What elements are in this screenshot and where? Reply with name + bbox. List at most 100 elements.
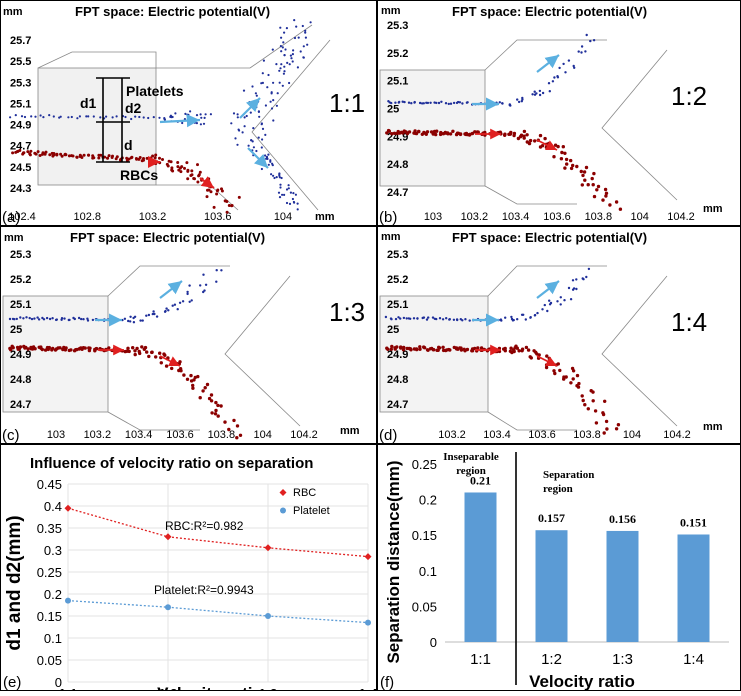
rbc-stream-point [386, 347, 390, 351]
platelet-stream-point [141, 319, 144, 322]
x-tick-label: 103.8 [573, 429, 601, 441]
platelet-stream-point [290, 57, 293, 60]
y-tick-label: 0.45 [37, 477, 62, 492]
platelet-stream-point [559, 303, 562, 306]
platelet-stream-point [407, 101, 411, 104]
platelet-stream-point [152, 310, 155, 313]
y-tick-label: 0.05 [37, 653, 62, 668]
platelet-stream-point [173, 303, 177, 306]
rbc-stream-point [581, 173, 585, 178]
platelet-stream-point [584, 50, 587, 53]
rbc-stream-point [515, 346, 519, 350]
platelet-stream-point [189, 110, 192, 113]
data-point [264, 544, 272, 552]
platelet-stream-point [394, 101, 397, 104]
platelet-stream-point [70, 115, 73, 119]
platelet-stream-point [283, 65, 286, 68]
platelet-stream-point [63, 317, 66, 320]
y-unit-label: mm [381, 231, 401, 243]
x-tick-label: 104.2 [290, 429, 318, 441]
rbc-stream-point [180, 165, 184, 169]
platelet-stream-point [260, 122, 263, 125]
x-unit-label: mm [703, 421, 723, 433]
platelet-stream-point [232, 112, 236, 115]
platelet-stream-point [14, 114, 17, 117]
platelet-stream-point [283, 70, 286, 73]
platelet-stream-point [538, 93, 542, 97]
y-tick-label: 0.2 [419, 493, 437, 508]
rbc-stream-point [142, 158, 145, 162]
platelet-stream-point [445, 317, 448, 320]
platelet-stream-point [511, 319, 515, 322]
legend-marker [279, 489, 287, 496]
data-point [64, 504, 72, 512]
platelet-stream-point [520, 313, 524, 316]
platelet-stream-point [252, 146, 255, 149]
bar-value-label: 0.157 [538, 511, 565, 525]
rbc-stream-point [16, 347, 20, 351]
y-tick-label: 25 [387, 324, 399, 336]
platelet-stream-point [280, 176, 283, 180]
rbc-stream-point [151, 154, 155, 158]
platelet-stream-point [299, 50, 302, 53]
platelet-stream-point [42, 318, 46, 321]
bifurcation-wall [224, 275, 301, 427]
platelet-stream-point [82, 318, 85, 321]
rbc-stream-point [158, 156, 161, 160]
platelet-stream-point [508, 103, 511, 107]
rbc-stream-point [389, 347, 393, 351]
rbc-stream-point [465, 347, 470, 352]
rbc-stream-point [232, 418, 236, 423]
y-axis-label: d1 and d2(mm) [4, 515, 25, 650]
y-tick-label: 25.1 [387, 299, 408, 311]
rbc-stream-point [604, 419, 609, 424]
rbc-stream-point [230, 204, 234, 207]
platelet-stream-point [105, 115, 108, 118]
platelet-stream-point [174, 112, 177, 115]
rbc-stream-point [143, 345, 148, 350]
rbc-stream-point [48, 153, 52, 157]
d1-label: d1 [80, 95, 97, 111]
platelet-stream-point [273, 176, 276, 180]
platelet-stream-point [524, 318, 527, 321]
grid [67, 483, 369, 683]
platelet-stream-point [283, 54, 286, 57]
rbc-stream-point [583, 403, 587, 407]
rbc-stream-point [210, 411, 214, 415]
rbc-stream-point [26, 347, 30, 351]
rbc-stream-point [87, 153, 90, 157]
platelet-stream-point [78, 115, 81, 118]
rbc-stream-point [580, 183, 584, 187]
rbc-stream-point [395, 345, 399, 349]
channel-wall [37, 51, 157, 69]
channel-wall [487, 411, 577, 431]
channel-wall [487, 265, 607, 297]
platelet-stream-point [33, 317, 36, 320]
platelet-stream-point [541, 308, 544, 311]
platelet-stream-point [130, 117, 133, 121]
rbc-stream-point [145, 156, 149, 160]
rbc-stream-point [196, 180, 200, 184]
rbc-stream-point [59, 152, 63, 156]
y-tick-label: 24.3 [10, 183, 31, 195]
platelet-stream-point [171, 304, 174, 307]
flow-arrow [159, 280, 183, 299]
ratio-label: 1:4 [671, 307, 707, 337]
rbc-stream-point [503, 132, 507, 136]
platelet-stream-point [145, 314, 148, 317]
rbc-stream-point [97, 153, 101, 157]
rbc-stream-point [459, 346, 463, 350]
platelet-stream-point [390, 101, 393, 105]
platelet-stream-point [569, 298, 573, 301]
rbc-stream-point [414, 347, 419, 351]
platelet-stream-point [152, 116, 155, 119]
rbc-stream-point [581, 398, 585, 403]
platelet-stream-point [264, 104, 267, 107]
flow-arrow [159, 114, 201, 128]
inseparable-region-label: Inseparable [443, 451, 499, 463]
y-tick-label: 25.7 [10, 35, 31, 47]
platelet-stream-point [262, 59, 265, 62]
rbc-stream-point [451, 129, 455, 133]
rbc-stream-point [592, 171, 596, 176]
data-point [165, 604, 171, 611]
